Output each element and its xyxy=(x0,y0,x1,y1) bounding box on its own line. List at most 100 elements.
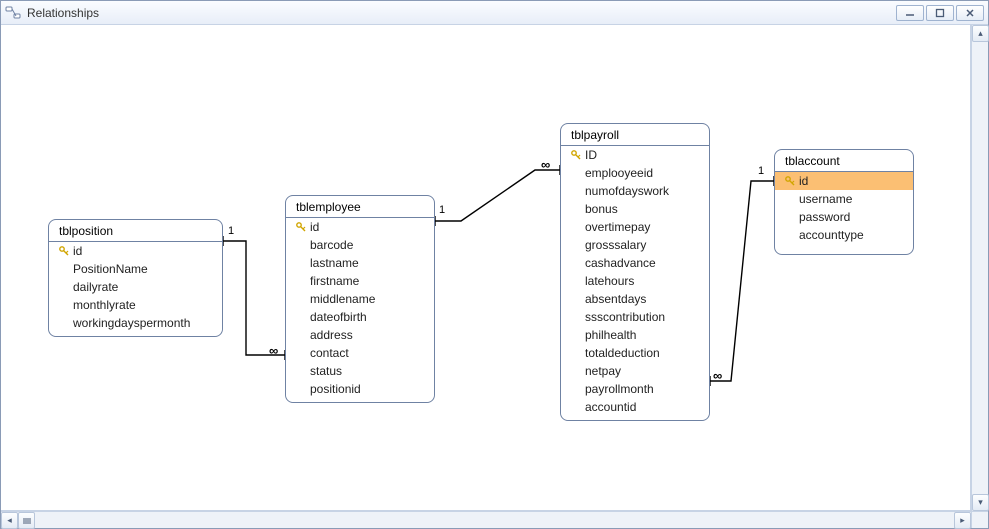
field-row[interactable]: accountid xyxy=(561,398,709,416)
field-row[interactable]: firstname xyxy=(286,272,434,290)
client-area: tblposition id PositionNamedailyratemonthl… xyxy=(1,25,988,511)
cardinality-label: ∞ xyxy=(713,368,722,383)
field-row[interactable]: id xyxy=(49,242,222,260)
field-name: monthlyrate xyxy=(73,297,136,313)
field-name: password xyxy=(799,209,850,225)
field-row[interactable]: PositionName xyxy=(49,260,222,278)
field-row[interactable]: lastname xyxy=(286,254,434,272)
table-body: idusernamepassword accounttype xyxy=(775,171,913,248)
table-tblaccount[interactable]: tblaccount idusernamepassword accounttype xyxy=(774,149,914,255)
field-name: overtimepay xyxy=(585,219,650,235)
table-header[interactable]: tblposition xyxy=(49,220,222,241)
field-row[interactable]: absentdays xyxy=(561,290,709,308)
field-row[interactable]: ssscontribution xyxy=(561,308,709,326)
field-row[interactable]: status xyxy=(286,362,434,380)
field-row[interactable]: overtimepay xyxy=(561,218,709,236)
field-row[interactable]: ID xyxy=(561,146,709,164)
table-tblpayroll[interactable]: tblpayrollIDemplooyeeidnumofdaysworkbonu… xyxy=(560,123,710,421)
field-row[interactable]: id xyxy=(286,218,434,236)
field-name: netpay xyxy=(585,363,621,379)
field-row[interactable]: monthlyrate xyxy=(49,296,222,314)
field-name: lastname xyxy=(310,255,359,271)
window-title: Relationships xyxy=(27,6,894,20)
scroll-aux-button[interactable] xyxy=(18,512,35,529)
field-row[interactable]: barcode xyxy=(286,236,434,254)
table-tblposition[interactable]: tblposition id PositionNamedailyratemonthl… xyxy=(48,219,223,337)
vertical-scrollbar[interactable]: ▴ ▾ xyxy=(971,25,988,511)
relationship-canvas[interactable]: tblposition id PositionNamedailyratemonthl… xyxy=(1,25,970,510)
table-header[interactable]: tblemployee xyxy=(286,196,434,217)
cardinality-label: ∞ xyxy=(541,157,550,172)
table-body: id barcode lastname firstname middlename date… xyxy=(286,217,434,402)
primary-key-icon xyxy=(781,175,799,187)
field-name: workingdayspermonth xyxy=(73,315,190,331)
field-name: payrollmonth xyxy=(585,381,654,397)
field-name: firstname xyxy=(310,273,359,289)
scroll-left-button[interactable]: ◂ xyxy=(1,512,18,529)
field-name: dateofbirth xyxy=(310,309,367,325)
field-name: accountid xyxy=(585,399,636,415)
field-row[interactable]: emplooyeeid xyxy=(561,164,709,182)
field-row[interactable]: totaldeduction xyxy=(561,344,709,362)
field-row[interactable]: dailyrate xyxy=(49,278,222,296)
field-row[interactable]: bonus xyxy=(561,200,709,218)
field-row[interactable]: numofdayswork xyxy=(561,182,709,200)
hscroll-track[interactable] xyxy=(35,512,954,528)
field-row[interactable]: workingdayspermonth xyxy=(49,314,222,332)
field-row[interactable]: philhealth xyxy=(561,326,709,344)
field-name: address xyxy=(310,327,353,343)
scroll-up-button[interactable]: ▴ xyxy=(972,25,989,42)
field-row[interactable]: netpay xyxy=(561,362,709,380)
bottom-row: ◂ ▸ xyxy=(1,511,988,528)
field-name: grosssalary xyxy=(585,237,646,253)
field-name: philhealth xyxy=(585,327,636,343)
cardinality-label: 1 xyxy=(439,204,445,216)
field-name: id xyxy=(310,219,319,235)
horizontal-scrollbar[interactable]: ◂ ▸ xyxy=(1,511,971,528)
relationship-line[interactable] xyxy=(435,170,560,221)
field-row[interactable]: middlename xyxy=(286,290,434,308)
field-row[interactable]: id xyxy=(775,172,913,190)
table-header[interactable]: tblpayroll xyxy=(561,124,709,145)
field-name: id xyxy=(73,243,82,259)
titlebar[interactable]: Relationships xyxy=(1,1,988,25)
field-name: accounttype xyxy=(799,227,864,243)
relationships-icon xyxy=(5,5,21,21)
field-name: id xyxy=(799,173,808,189)
field-name: status xyxy=(310,363,342,379)
field-row[interactable]: dateofbirth xyxy=(286,308,434,326)
field-name: totaldeduction xyxy=(585,345,660,361)
close-button[interactable] xyxy=(956,5,984,21)
primary-key-icon xyxy=(55,245,73,257)
field-row[interactable]: accounttype xyxy=(775,226,913,244)
field-row[interactable]: latehours xyxy=(561,272,709,290)
scroll-right-button[interactable]: ▸ xyxy=(954,512,971,529)
field-row[interactable]: cashadvance xyxy=(561,254,709,272)
minimize-button[interactable] xyxy=(896,5,924,21)
field-row[interactable]: password xyxy=(775,208,913,226)
field-row[interactable]: address xyxy=(286,326,434,344)
table-body: IDemplooyeeidnumofdaysworkbonusovertimep… xyxy=(561,145,709,420)
field-name: positionid xyxy=(310,381,361,397)
relationship-line[interactable] xyxy=(710,181,774,381)
field-name: ssscontribution xyxy=(585,309,665,325)
field-row[interactable]: payrollmonth xyxy=(561,380,709,398)
field-name: latehours xyxy=(585,273,634,289)
field-name: PositionName xyxy=(73,261,148,277)
primary-key-icon xyxy=(567,149,585,161)
field-row[interactable]: positionid xyxy=(286,380,434,398)
table-header[interactable]: tblaccount xyxy=(775,150,913,171)
field-name: middlename xyxy=(310,291,375,307)
field-name: barcode xyxy=(310,237,353,253)
cardinality-label: ∞ xyxy=(269,343,278,358)
scroll-down-button[interactable]: ▾ xyxy=(972,494,989,511)
table-tblemployee[interactable]: tblemployee id barcode lastname firstname mid… xyxy=(285,195,435,403)
canvas-wrap: tblposition id PositionNamedailyratemonthl… xyxy=(1,25,971,511)
field-row[interactable]: grosssalary xyxy=(561,236,709,254)
relationships-window: Relationships tblpositionidPositionNamed… xyxy=(0,0,989,529)
field-row[interactable]: username xyxy=(775,190,913,208)
maximize-button[interactable] xyxy=(926,5,954,21)
vscroll-track[interactable] xyxy=(972,42,988,494)
field-row[interactable]: contact xyxy=(286,344,434,362)
relationship-line[interactable] xyxy=(223,241,285,355)
